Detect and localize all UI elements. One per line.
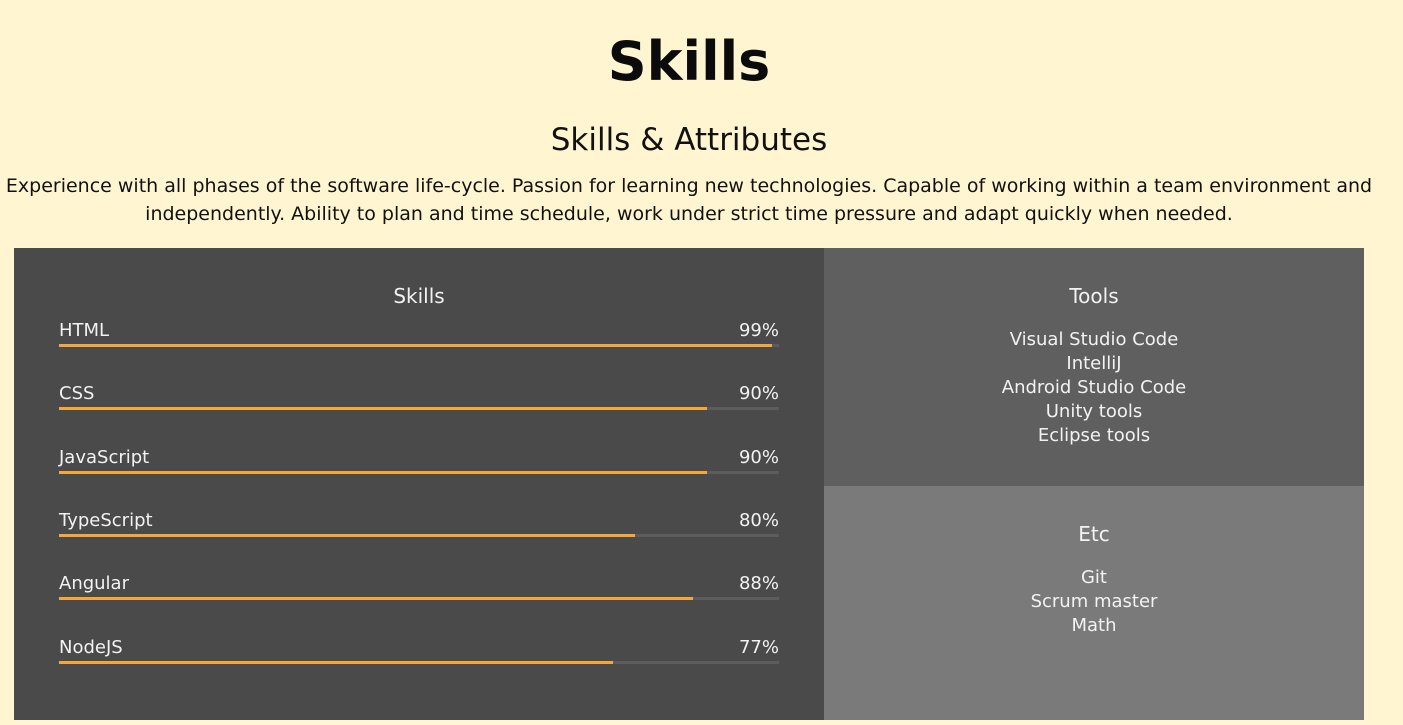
etc-panel: Etc Git Scrum master Math <box>824 486 1364 720</box>
skill-bar-fill <box>59 661 614 664</box>
skill-bar-track <box>59 344 779 347</box>
skill-bar-track <box>59 597 779 600</box>
list-item: Eclipse tools <box>1037 425 1151 446</box>
skill-bar-fill <box>59 471 707 474</box>
list-item: Visual Studio Code <box>1009 329 1179 350</box>
list-item: Git <box>1080 567 1107 588</box>
skill-row-javascript: JavaScript 90% <box>59 447 779 487</box>
skill-row-typescript: TypeScript 80% <box>59 510 779 550</box>
skill-percent: 90% <box>738 383 779 404</box>
etc-list: Git Scrum master Math <box>824 566 1364 638</box>
skill-percent: 88% <box>738 573 779 594</box>
skill-percent: 99% <box>738 320 779 341</box>
skill-label: HTML <box>59 320 110 341</box>
tools-panel: Tools Visual Studio Code IntelliJ Androi… <box>824 248 1364 486</box>
skill-label: TypeScript <box>59 510 153 531</box>
description-line-1: Experience with all phases of the softwa… <box>5 175 1373 197</box>
list-item: Android Studio Code <box>1001 377 1187 398</box>
skill-bar-track <box>59 534 779 537</box>
skill-bar-fill <box>59 344 772 347</box>
skill-row-nodejs: NodeJS 77% <box>59 637 779 677</box>
skill-label: CSS <box>59 383 95 404</box>
skill-bar-track <box>59 661 779 664</box>
skill-bar-track <box>59 407 779 410</box>
section-subtitle: Skills & Attributes <box>550 122 828 158</box>
skill-label: JavaScript <box>59 447 150 468</box>
skill-bar-fill <box>59 407 707 410</box>
tools-list: Visual Studio Code IntelliJ Android Stud… <box>824 328 1364 448</box>
skill-row-angular: Angular 88% <box>59 573 779 613</box>
skill-bar-fill <box>59 597 693 600</box>
skill-percent: 90% <box>738 447 779 468</box>
skill-label: Angular <box>59 573 129 594</box>
section-description: Experience with all phases of the softwa… <box>0 172 1378 228</box>
skill-percent: 80% <box>738 510 779 531</box>
skill-row-html: HTML 99% <box>59 320 779 360</box>
skills-panel: Skills HTML 99% CSS 90% JavaScript 90% T… <box>14 248 824 720</box>
etc-heading: Etc <box>1078 522 1110 546</box>
skill-bar-track <box>59 471 779 474</box>
description-line-2: independently. Ability to plan and time … <box>145 203 1233 225</box>
page-title: Skills <box>607 30 771 93</box>
list-item: Scrum master <box>1030 591 1158 612</box>
skill-percent: 77% <box>738 637 779 658</box>
list-item: Math <box>1071 615 1117 636</box>
skill-row-css: CSS 90% <box>59 383 779 423</box>
skill-label: NodeJS <box>59 637 123 658</box>
tools-heading: Tools <box>1069 284 1119 308</box>
skill-bar-fill <box>59 534 635 537</box>
skills-heading: Skills <box>393 284 445 308</box>
list-item: IntelliJ <box>1066 353 1122 374</box>
list-item: Unity tools <box>1045 401 1143 422</box>
